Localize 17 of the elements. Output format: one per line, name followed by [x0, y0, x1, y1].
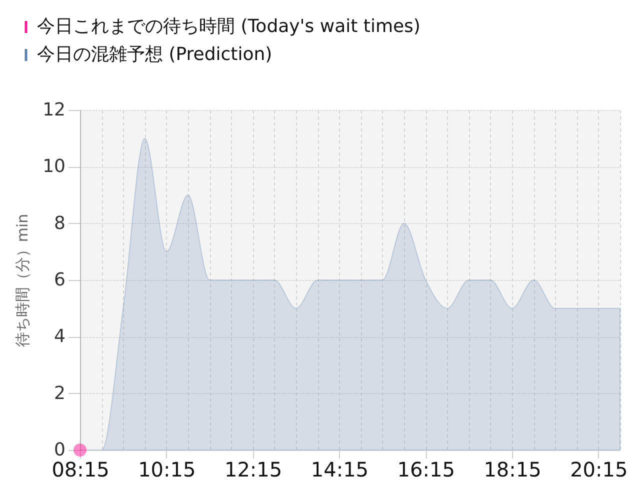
- y-tick-label: 0: [54, 440, 66, 460]
- y-axis-title: 待ち時間（分）min: [14, 214, 32, 348]
- x-tick-label: 12:15: [224, 458, 282, 482]
- x-tick-label: 14:15: [310, 458, 369, 482]
- y-tick-label: 4: [54, 326, 66, 348]
- x-tick-label: 16:15: [397, 458, 455, 482]
- legend-label: 今日の混雑予想 (Prediction): [37, 44, 272, 65]
- legend-label: 今日これまでの待ち時間 (Today's wait times): [37, 16, 420, 37]
- x-tick-label: 10:15: [138, 458, 196, 482]
- y-tick-label: 10: [42, 156, 66, 178]
- x-tick-label: 20:15: [570, 458, 628, 482]
- x-tick-label: 08:15: [52, 458, 110, 482]
- x-tick-label: 18:15: [484, 458, 542, 482]
- y-tick-label: 2: [54, 382, 66, 404]
- y-tick-label: 8: [54, 212, 66, 234]
- y-tick-label: 6: [54, 270, 66, 290]
- y-tick-label: 12: [42, 100, 66, 120]
